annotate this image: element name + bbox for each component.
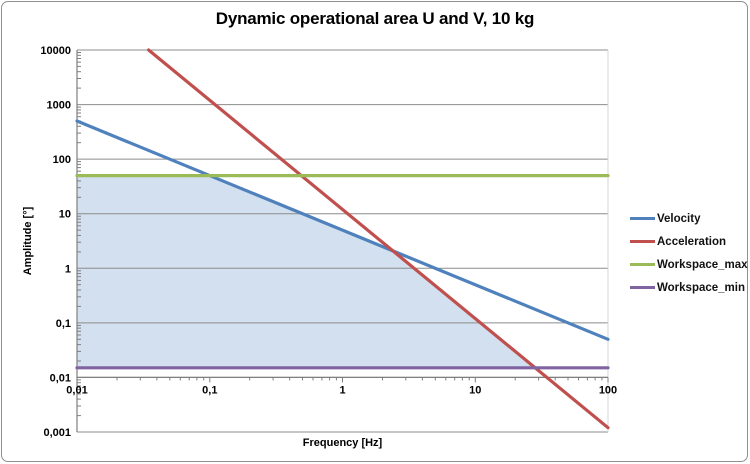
legend-item-workspace-max: Workspace_max: [630, 253, 748, 276]
legend-item-workspace-min: Workspace_min: [630, 276, 748, 299]
acceleration-line-swatch: [630, 240, 655, 243]
y-tick-label-10: 10: [59, 209, 71, 221]
x-tick-label-1: 1: [339, 384, 345, 396]
series-line-velocity: [75, 119, 610, 341]
shaded-operational-area: [77, 175, 536, 368]
x-tick-label-0,01: 0,01: [66, 384, 87, 396]
y-tick-label-10000: 10000: [40, 45, 71, 57]
y-tick-label-100: 100: [53, 154, 71, 166]
workspace-min-line-swatch: [630, 286, 655, 289]
y-tick-label-0,1: 0,1: [56, 318, 71, 330]
y-tick-label-0,01: 0,01: [50, 372, 71, 384]
legend: Velocity Acceleration Workspace_max Work…: [630, 207, 748, 299]
x-tick-label-0,1: 0,1: [202, 384, 217, 396]
legend-label-velocity: Velocity: [657, 212, 701, 225]
x-tick-label-10: 10: [469, 384, 481, 396]
y-tick-label-1: 1: [65, 263, 71, 275]
legend-label-workspace-max: Workspace_max: [657, 258, 748, 271]
y-axis-title: Amplitude [°]: [22, 206, 34, 276]
x-tick-label-100: 100: [599, 384, 617, 396]
legend-item-acceleration: Acceleration: [630, 230, 748, 253]
series-line-acceleration: [147, 48, 610, 430]
y-tick-label-0,001: 0,001: [43, 427, 71, 439]
legend-label-workspace-min: Workspace_min: [657, 281, 745, 294]
chart-title: Dynamic operational area U and V, 10 kg: [215, 9, 535, 28]
legend-label-acceleration: Acceleration: [657, 235, 727, 248]
x-axis-title: Frequency [Hz]: [302, 437, 383, 449]
y-tick-label-1000: 1000: [47, 100, 71, 112]
legend-item-velocity: Velocity: [630, 207, 748, 230]
workspace-max-line-swatch: [630, 263, 655, 266]
velocity-line-swatch: [630, 217, 655, 220]
